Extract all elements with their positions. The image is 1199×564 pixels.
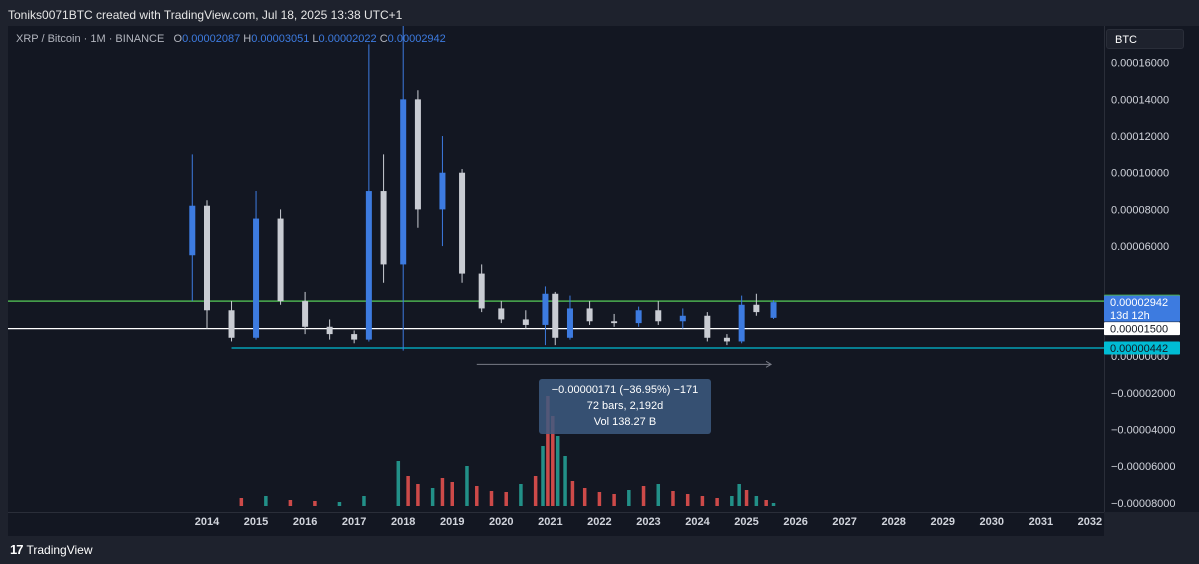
chart-area[interactable] xyxy=(8,26,1104,512)
tradingview-brand-label: TradingView xyxy=(26,542,93,557)
tradingview-brand[interactable]: 17 TradingView xyxy=(10,542,93,557)
bottom-bar: 17 TradingView xyxy=(0,536,1199,564)
legend-l-value: 0.00002022 xyxy=(318,33,377,45)
legend-l-label: L xyxy=(312,33,319,45)
legend-c-label: C xyxy=(379,33,388,45)
legend-h-label: H xyxy=(243,33,252,45)
header-credit: Toniks0071BTC created with TradingView.c… xyxy=(8,8,403,22)
legend-symbol: XRP / Bitcoin · 1M · BINANCE xyxy=(16,33,165,45)
chart-legend: XRP / Bitcoin · 1M · BINANCE O0.00002087… xyxy=(16,33,446,45)
price-axis[interactable] xyxy=(1104,26,1199,512)
legend-h-value: 0.00003051 xyxy=(251,33,310,45)
tradingview-logo-icon: 17 xyxy=(10,542,24,557)
top-bar: Toniks0071BTC created with TradingView.c… xyxy=(0,0,1199,26)
legend-c-value: 0.00002942 xyxy=(387,33,446,45)
currency-button[interactable]: BTC xyxy=(1106,29,1184,49)
legend-o-label: O xyxy=(173,33,183,45)
legend-o-value: 0.00002087 xyxy=(182,33,241,45)
time-axis[interactable] xyxy=(8,512,1104,536)
